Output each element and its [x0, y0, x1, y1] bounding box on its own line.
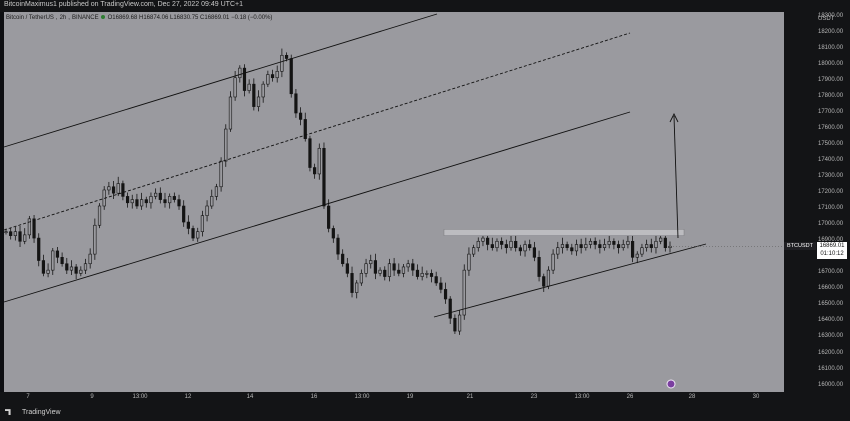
- price-tick-label: 17400.00: [818, 157, 844, 164]
- price-tick-label: 16700.00: [818, 269, 844, 276]
- time-tick-label: 13:00: [574, 394, 590, 400]
- price-tick-label: 17300.00: [818, 173, 844, 180]
- time-tick-label: 14: [246, 394, 254, 400]
- time-tick-label: 13:00: [354, 394, 370, 400]
- price-tick-label: 17000.00: [818, 221, 844, 228]
- last-price-tag: 16869.01 01:10:12: [817, 242, 847, 260]
- price-tick-label: 16000.00: [818, 381, 844, 388]
- price-tick-label: 17900.00: [818, 76, 844, 83]
- time-tick-label: 30: [752, 394, 760, 400]
- currency-label: USDT: [818, 16, 835, 22]
- price-tick-label: 16300.00: [818, 333, 844, 340]
- price-tick-label: 18100.00: [818, 44, 844, 51]
- price-tick-label: 18200.00: [818, 28, 844, 35]
- price-tick-label: 18300.00: [818, 12, 844, 19]
- symbol-ohlc: O16869.68 H16874.06 L16830.75 C16869.01 …: [107, 15, 273, 21]
- symbol-price-label: BTCUSDT: [784, 242, 816, 251]
- time-tick-label: 23: [530, 394, 538, 400]
- bar-countdown: 01:10:12: [820, 251, 844, 258]
- time-tick-label: 13:00: [132, 394, 148, 400]
- price-tick-label: 18000.00: [818, 60, 844, 67]
- tradingview-brand: TradingView: [22, 409, 61, 416]
- time-tick-label: 16: [310, 394, 318, 400]
- price-tick-label: 17700.00: [818, 109, 844, 115]
- tradingview-logo[interactable]: TradingView: [5, 409, 61, 416]
- symbol-name: Bitcoin / TetherUS: [6, 15, 54, 21]
- price-tick-label: 17100.00: [818, 205, 844, 212]
- time-tick-label: 28: [688, 394, 696, 400]
- price-tick-label: 17500.00: [818, 141, 844, 148]
- plot-area[interactable]: [4, 12, 784, 392]
- symbol-interval: 2h: [59, 15, 67, 21]
- price-tick-label: 17800.00: [818, 92, 844, 99]
- publisher-bar: BitcoinMaximus1 published on TradingView…: [0, 0, 850, 12]
- last-price-value: 16869.01: [819, 243, 845, 250]
- symbol-info: Bitcoin / TetherUS, 2h, BINANCE O16869.68 H…: [6, 15, 273, 21]
- footer-bar: TradingView: [0, 406, 850, 421]
- publisher-text: BitcoinMaximus1 published on TradingView…: [4, 1, 243, 8]
- time-tick-label: 21: [466, 394, 474, 400]
- market-status-dot-icon: [100, 15, 105, 20]
- time-tick-label: 12: [184, 394, 192, 400]
- time-tick-label: 7: [26, 394, 30, 400]
- price-tick-label: 16100.00: [818, 365, 844, 372]
- time-tick-label: 26: [626, 394, 634, 400]
- price-axis[interactable]: USDT 18300.00 18200.00 18100.00 18000.00 179…: [784, 12, 850, 392]
- symbol-exchange: BINANCE: [71, 15, 99, 21]
- price-tick-label: 16900.00: [818, 237, 844, 244]
- price-tick-label: 16200.00: [818, 349, 844, 356]
- time-tick-label: 9: [90, 394, 94, 400]
- tradingview-mark-icon: [5, 409, 11, 416]
- price-tick-label: 17200.00: [818, 189, 844, 196]
- price-tick-label: 16400.00: [818, 317, 844, 324]
- price-tick-label: 16500.00: [818, 301, 844, 308]
- time-tick-label: 19: [406, 394, 414, 400]
- time-axis[interactable]: 7 9 13:00 12 14 16 13:00 19 21 23 13:00 26 28 30: [0, 392, 850, 406]
- price-tick-label: 16600.00: [818, 285, 844, 292]
- price-tick-label: 17600.00: [818, 125, 844, 132]
